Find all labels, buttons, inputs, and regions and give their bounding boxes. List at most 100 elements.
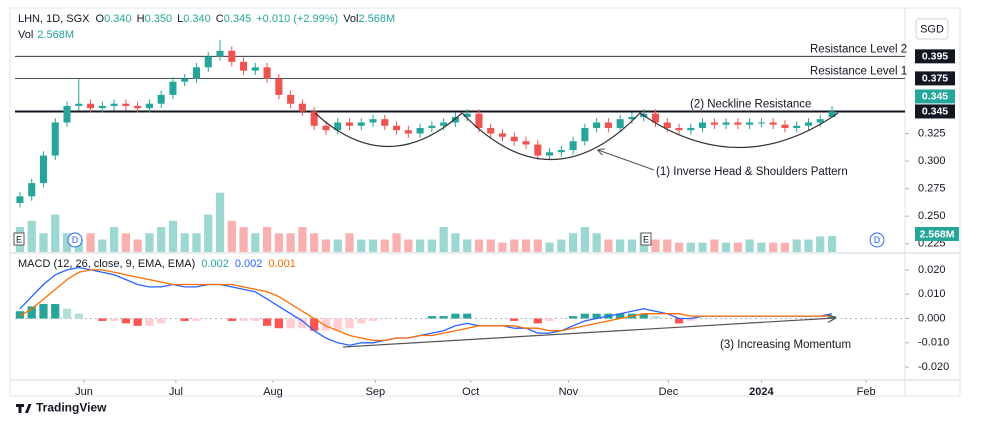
candle-body (263, 67, 271, 79)
volume-bar (180, 233, 189, 252)
macd-line (19, 266, 833, 346)
level-price-label: 0.375 (922, 73, 948, 85)
event-label[interactable]: E (643, 234, 649, 244)
candle-body (110, 103, 118, 106)
volume-bar (698, 242, 707, 252)
event-label[interactable]: D (72, 235, 79, 245)
candle-body (134, 105, 142, 109)
y-tick-label: 0.300 (918, 155, 946, 167)
volume-bar (274, 233, 283, 252)
ohlc-value: 0.350 (145, 13, 173, 25)
candle-body (651, 113, 660, 123)
candle-body (781, 124, 789, 128)
x-tick-label: Aug (263, 386, 283, 398)
macd-histogram-bar (133, 318, 142, 326)
macd-histogram-bar (192, 318, 201, 321)
symbol: LHN, 1D, SGX (18, 13, 90, 25)
candle-body (440, 122, 448, 126)
x-tick-label: Jul (169, 386, 183, 398)
macd-histogram-bar (15, 311, 25, 319)
volume-bar (674, 242, 684, 252)
volume-bar (192, 233, 201, 252)
macd-histogram-bar (180, 318, 189, 321)
currency[interactable]: SGD (920, 23, 944, 35)
volume-bar (145, 233, 154, 252)
macd-histogram-bar (321, 318, 331, 331)
macd-legend-value: 0.002 (235, 258, 263, 270)
event-marker[interactable] (640, 232, 652, 246)
volume-bar (804, 239, 813, 252)
change: +0.010 (+2.99%) (256, 13, 338, 25)
volume-bar (392, 233, 401, 252)
candle-body (16, 196, 24, 203)
annotation: (3) Increasing Momentum (720, 339, 851, 351)
candle-body (251, 67, 259, 71)
candle-body (593, 122, 601, 128)
macd-histogram-bar (568, 316, 578, 319)
macd-histogram-bar (439, 316, 448, 319)
level-price-box (915, 104, 955, 119)
momentum-line (342, 318, 835, 348)
macd-histogram-bar (39, 303, 48, 319)
vol-value: 2.568M (37, 29, 74, 41)
ohlc-value: 0.340 (104, 13, 132, 25)
candle-body (675, 127, 683, 131)
volume-bar (380, 239, 389, 252)
candle-body (157, 94, 165, 104)
volume-bar (616, 239, 625, 252)
level-name: Resistance Level 2 (810, 43, 907, 55)
volume-bar (816, 236, 825, 252)
ohlc-key: L (177, 13, 183, 25)
event-marker[interactable] (13, 232, 25, 246)
macd-histogram-bar (427, 316, 436, 319)
vol-value: 2.568M (359, 13, 396, 25)
volume-bar (345, 233, 354, 252)
candle-body (804, 122, 813, 126)
ohlc-key: H (137, 13, 145, 25)
candle-body (75, 103, 83, 106)
candle-body (451, 116, 459, 123)
candle-body (381, 119, 389, 126)
volume-bar (721, 242, 731, 252)
volume-bar (780, 242, 790, 252)
candle-body (710, 122, 718, 125)
volume-bar (451, 233, 460, 252)
event-label[interactable]: D (874, 235, 881, 245)
candle-body (122, 103, 130, 106)
x-tick-label: Sep (366, 386, 386, 398)
event-marker[interactable] (67, 232, 83, 248)
volume-bar (262, 227, 272, 252)
ohlc-key: C (216, 13, 224, 25)
candle-body (28, 183, 36, 197)
volume-bar (486, 239, 495, 252)
macd-histogram-bar (345, 318, 354, 329)
volume-bar (533, 239, 542, 252)
event-marker[interactable] (869, 232, 885, 248)
candle-body (228, 50, 236, 62)
volume-bar (545, 242, 554, 252)
volume-last-box (915, 227, 959, 241)
candle-body (616, 119, 624, 128)
macd-legend: MACD (12, 26, close, 9, EMA, EMA) 0.002 0.… (18, 258, 296, 270)
volume-bar (321, 239, 331, 252)
candle-body (687, 127, 695, 131)
macd-histogram-bar (74, 313, 83, 319)
volume-bar (427, 239, 436, 252)
currency-box[interactable] (915, 18, 949, 40)
macd-legend-value: 0.002 (201, 258, 229, 270)
macd-histogram-bar (310, 318, 319, 331)
volume-bar (168, 220, 178, 252)
candle-body (369, 119, 377, 123)
candle-body (816, 119, 824, 123)
candle-body (240, 61, 248, 71)
macd-histogram-bar (121, 318, 130, 324)
event-label[interactable]: E (16, 234, 22, 244)
candle-body (393, 125, 401, 131)
volume-bar (557, 239, 566, 252)
candle-body (310, 111, 318, 126)
macd-histogram-bar (580, 313, 589, 319)
candle-body (287, 94, 295, 104)
level-price-label: 0.395 (922, 51, 948, 63)
macd-histogram-bar (157, 318, 166, 324)
candle-body (569, 141, 577, 151)
